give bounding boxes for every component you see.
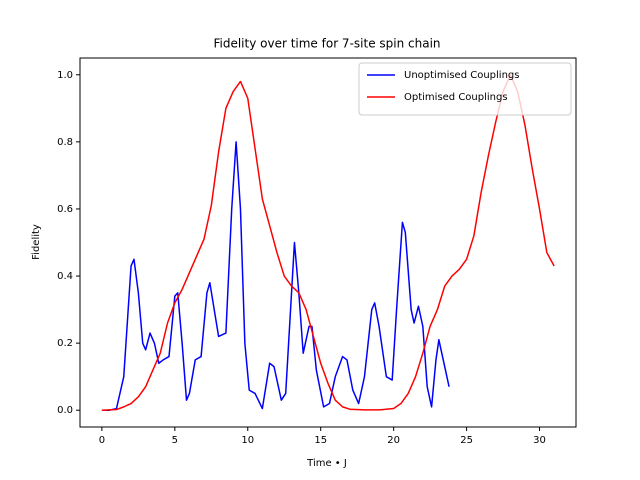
y-tick-label: 0.8 [57,137,73,148]
x-tick-label: 25 [460,435,473,446]
y-tick-label: 0.4 [57,271,73,282]
legend-box [358,62,572,116]
plot-frame [79,57,577,428]
x-tick-label: 20 [387,435,400,446]
y-tick-label: 0.0 [57,405,73,416]
y-tick-label: 0.6 [57,204,73,215]
x-tick-label: 15 [314,435,327,446]
x-tick-label: 0 [99,435,105,446]
y-tick-label: 1.0 [57,70,73,81]
chart-title: Fidelity over time for 7-site spin chain [213,37,440,51]
x-tick-label: 5 [172,435,178,446]
y-axis-label: Fidelity [31,224,42,260]
data-line [101,74,555,411]
data-line [101,141,450,411]
legend-label: Optimised Couplings [404,92,508,103]
x-tick-label: 30 [533,435,546,446]
legend-label: Unoptimised Couplings [404,70,519,81]
x-tick-label: 10 [241,435,254,446]
y-tick-label: 0.2 [57,338,73,349]
x-axis-label: Time • J [306,458,347,469]
